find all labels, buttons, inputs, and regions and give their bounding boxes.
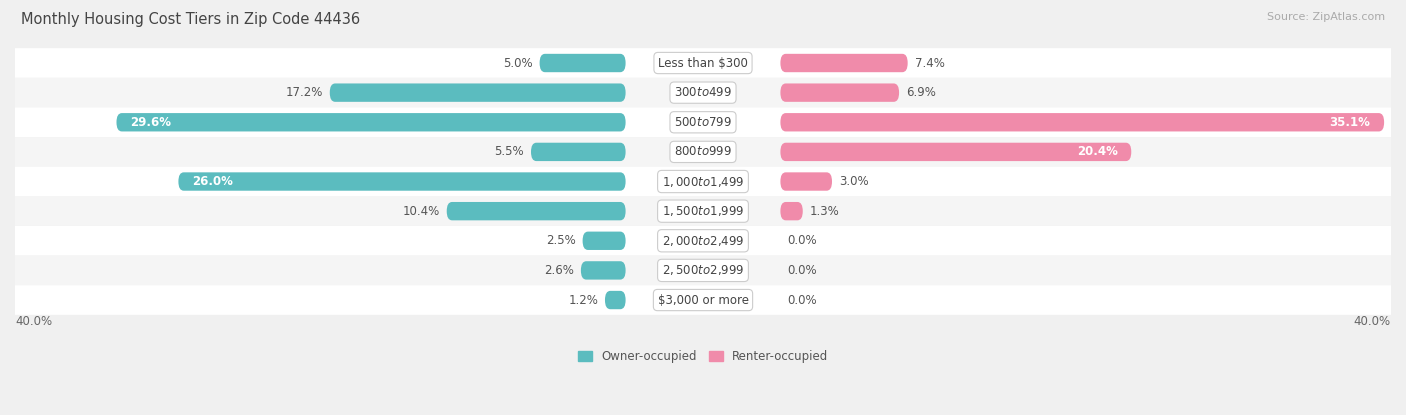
Text: 2.6%: 2.6% xyxy=(544,264,574,277)
FancyBboxPatch shape xyxy=(447,202,626,220)
Text: 0.0%: 0.0% xyxy=(787,234,817,247)
Text: $500 to $799: $500 to $799 xyxy=(673,116,733,129)
FancyBboxPatch shape xyxy=(330,83,626,102)
Text: $1,500 to $1,999: $1,500 to $1,999 xyxy=(662,204,744,218)
Text: 7.4%: 7.4% xyxy=(914,56,945,70)
FancyBboxPatch shape xyxy=(15,137,1391,167)
FancyBboxPatch shape xyxy=(605,291,626,309)
Text: 17.2%: 17.2% xyxy=(285,86,323,99)
Text: $3,000 or more: $3,000 or more xyxy=(658,293,748,307)
FancyBboxPatch shape xyxy=(540,54,626,72)
Text: $1,000 to $1,499: $1,000 to $1,499 xyxy=(662,175,744,188)
FancyBboxPatch shape xyxy=(179,172,626,191)
Text: Source: ZipAtlas.com: Source: ZipAtlas.com xyxy=(1267,12,1385,22)
FancyBboxPatch shape xyxy=(15,285,1391,315)
FancyBboxPatch shape xyxy=(15,107,1391,137)
Text: 3.0%: 3.0% xyxy=(839,175,869,188)
Text: 29.6%: 29.6% xyxy=(131,116,172,129)
Text: $300 to $499: $300 to $499 xyxy=(673,86,733,99)
Text: 40.0%: 40.0% xyxy=(15,315,52,328)
FancyBboxPatch shape xyxy=(780,172,832,191)
Text: 2.5%: 2.5% xyxy=(546,234,575,247)
FancyBboxPatch shape xyxy=(531,143,626,161)
Text: 35.1%: 35.1% xyxy=(1330,116,1371,129)
Text: 10.4%: 10.4% xyxy=(402,205,440,217)
FancyBboxPatch shape xyxy=(780,202,803,220)
FancyBboxPatch shape xyxy=(15,196,1391,226)
FancyBboxPatch shape xyxy=(15,167,1391,196)
FancyBboxPatch shape xyxy=(780,143,1132,161)
Text: Less than $300: Less than $300 xyxy=(658,56,748,70)
Text: $2,000 to $2,499: $2,000 to $2,499 xyxy=(662,234,744,248)
FancyBboxPatch shape xyxy=(780,54,908,72)
Text: 0.0%: 0.0% xyxy=(787,293,817,307)
Text: 5.5%: 5.5% xyxy=(495,145,524,159)
Text: 5.0%: 5.0% xyxy=(503,56,533,70)
Text: Monthly Housing Cost Tiers in Zip Code 44436: Monthly Housing Cost Tiers in Zip Code 4… xyxy=(21,12,360,27)
Text: 1.3%: 1.3% xyxy=(810,205,839,217)
FancyBboxPatch shape xyxy=(15,226,1391,256)
Text: $2,500 to $2,999: $2,500 to $2,999 xyxy=(662,264,744,277)
FancyBboxPatch shape xyxy=(780,83,898,102)
FancyBboxPatch shape xyxy=(582,232,626,250)
FancyBboxPatch shape xyxy=(117,113,626,132)
Text: 1.2%: 1.2% xyxy=(568,293,598,307)
FancyBboxPatch shape xyxy=(581,261,626,280)
Text: 0.0%: 0.0% xyxy=(787,264,817,277)
Text: 26.0%: 26.0% xyxy=(193,175,233,188)
Text: 20.4%: 20.4% xyxy=(1077,145,1118,159)
FancyBboxPatch shape xyxy=(780,113,1384,132)
FancyBboxPatch shape xyxy=(15,256,1391,285)
Text: 40.0%: 40.0% xyxy=(1354,315,1391,328)
Legend: Owner-occupied, Renter-occupied: Owner-occupied, Renter-occupied xyxy=(572,345,834,368)
FancyBboxPatch shape xyxy=(15,48,1391,78)
Text: 6.9%: 6.9% xyxy=(905,86,936,99)
FancyBboxPatch shape xyxy=(15,78,1391,107)
Text: $800 to $999: $800 to $999 xyxy=(673,145,733,159)
